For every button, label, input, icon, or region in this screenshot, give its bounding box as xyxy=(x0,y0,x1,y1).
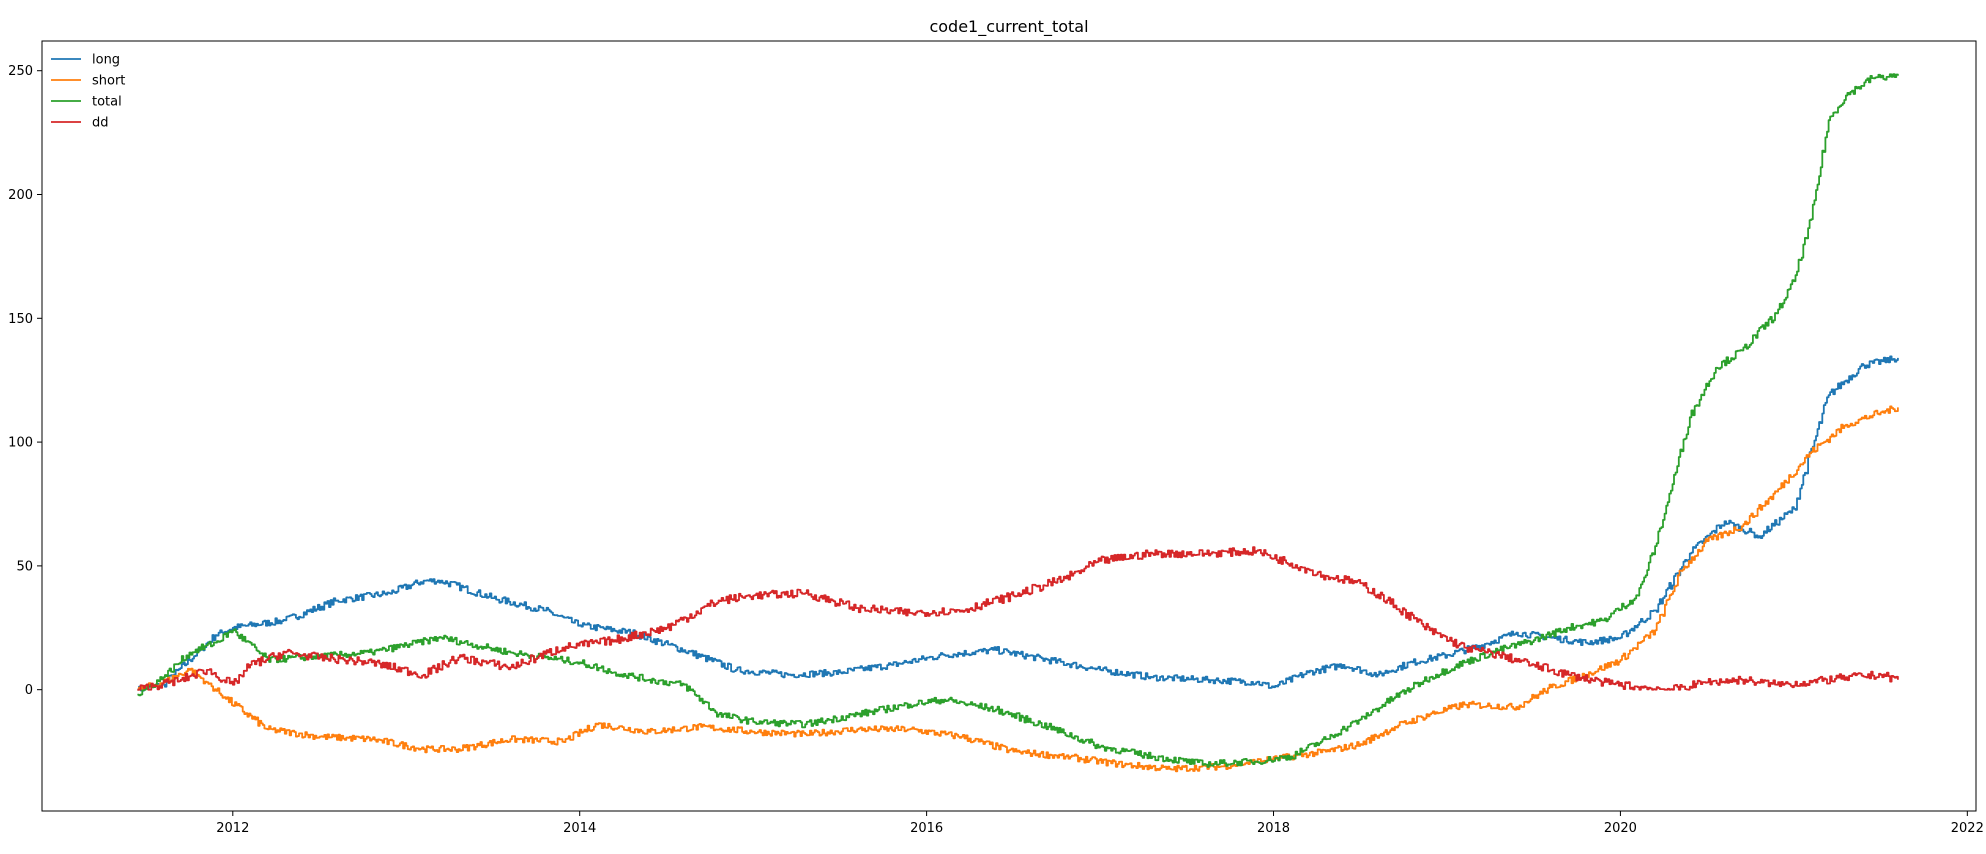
legend-label-long: long xyxy=(92,53,120,68)
legend: long short total dd xyxy=(51,53,125,131)
axes-layer: 2012 2014 2016 2018 2020 2022 0 50 100 150 200 250 xyxy=(8,40,1984,836)
y-tick-label: 150 xyxy=(8,312,33,327)
legend-label-total: total xyxy=(92,95,122,110)
series-line-long xyxy=(137,355,1899,692)
legend-label-short: short xyxy=(92,74,125,89)
y-tick-label: 200 xyxy=(8,188,33,203)
x-tick-label: 2012 xyxy=(216,821,249,836)
plot-frame xyxy=(41,40,1977,812)
x-tick-label: 2016 xyxy=(910,821,943,836)
y-tick-label: 50 xyxy=(16,559,33,574)
x-tick-label: 2022 xyxy=(1951,821,1984,836)
y-tick-label: 0 xyxy=(25,683,33,698)
series-line-dd xyxy=(137,546,1899,691)
chart-title: code1_current_total xyxy=(929,17,1088,37)
x-tick-label: 2018 xyxy=(1257,821,1290,836)
series-layer xyxy=(137,73,1899,773)
legend-label-dd: dd xyxy=(92,116,109,131)
series-line-total xyxy=(137,73,1899,768)
y-tick-label: 250 xyxy=(8,64,33,79)
y-tick-label: 100 xyxy=(8,436,33,451)
x-tick-label: 2020 xyxy=(1604,821,1637,836)
series-line-short xyxy=(137,405,1899,773)
x-tick-label: 2014 xyxy=(563,821,596,836)
